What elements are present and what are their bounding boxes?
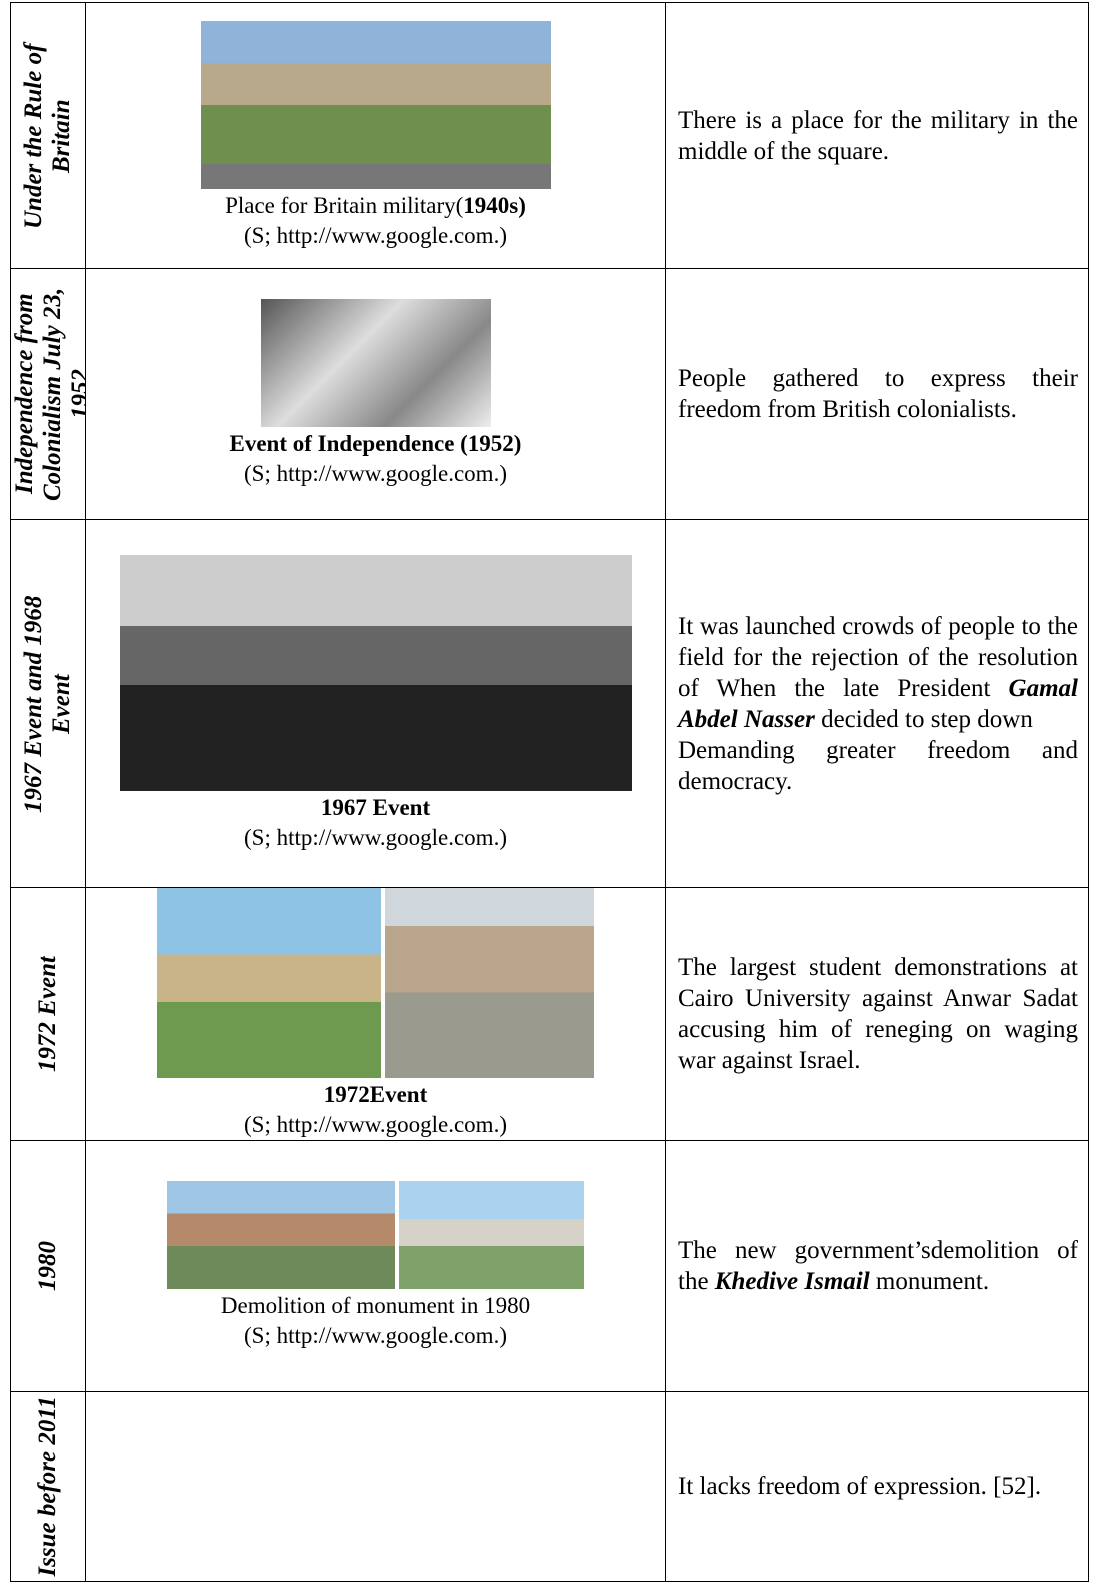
media-cell: 1967 Event (S; http://www.google.com.) <box>85 519 666 888</box>
description: People gathered to express their freedom… <box>678 363 1078 425</box>
period-cell: Issue before 2011 <box>10 1391 86 1582</box>
caption: Place for Britain military(1940s) <box>86 191 665 221</box>
table-row: Independence from Colonialism July 23, 1… <box>10 268 1089 520</box>
period-label: 1980 <box>34 1241 61 1291</box>
text-run: Gamal Abdel Nasser <box>678 674 1078 733</box>
table-row: 1972 Event 1972Event (S; http://www.google… <box>10 887 1089 1141</box>
description: Demanding greater freedom and democracy. <box>678 735 1078 797</box>
description: It lacks freedom of expression. [52]. <box>678 1471 1078 1502</box>
period-label: Independence from Colonialism July 23, 1… <box>11 287 86 501</box>
photo <box>260 299 491 427</box>
image-group <box>86 20 665 189</box>
text-run: It lacks freedom of expression. [52]. <box>678 1473 1042 1500</box>
period-label: 1967 Event and 1968 Event <box>20 594 75 813</box>
text-run: Demanding greater freedom and democracy. <box>678 736 1078 795</box>
source: (S; http://www.google.com.) <box>244 1323 507 1348</box>
source: (S; http://www.google.com.) <box>244 461 507 486</box>
media-cell: Demolition of monument in 1980 (S; http:/… <box>85 1140 666 1392</box>
period-cell: Under the Rule of Britain <box>10 2 86 269</box>
source: (S; http://www.google.com.) <box>244 1112 507 1137</box>
caption: 1972Event <box>86 1080 665 1110</box>
text-run: Khedive Ismail <box>714 1268 870 1295</box>
text-run: monument. <box>869 1268 990 1295</box>
media-cell <box>85 1391 666 1582</box>
text-run: Event of Independence (1952) <box>229 431 522 456</box>
photo <box>399 1181 584 1289</box>
image-group <box>86 888 665 1078</box>
media-cell: Event of Independence (1952) (S; http://w… <box>85 268 666 520</box>
source: (S; http://www.google.com.) <box>244 824 507 850</box>
period-label: 1972 Event <box>34 956 61 1072</box>
description: The new government’sdemolition of the Kh… <box>678 1235 1078 1297</box>
description: There is a place for the military in the… <box>678 105 1078 167</box>
description-cell: It was launched crowds of people to the … <box>665 519 1089 888</box>
period-label: Under the Rule of Britain <box>20 42 75 229</box>
text-run: 1972Event <box>323 1082 428 1107</box>
description-cell: There is a place for the military in the… <box>665 2 1089 269</box>
text-run: 1967 Event <box>320 794 431 820</box>
text-run: Demolition of monument in 1980 <box>220 1293 531 1318</box>
description-cell: The largest student demonstrations at Ca… <box>665 887 1089 1141</box>
page: Under the Rule of Britain Place for Brita… <box>10 2 1089 1582</box>
description-cell: The new government’sdemolition of the Kh… <box>665 1140 1089 1392</box>
period-cell: Independence from Colonialism July 23, 1… <box>10 268 86 520</box>
table-row: Issue before 2011 It lacks freedom of exp… <box>10 1391 1089 1582</box>
photo <box>385 888 594 1078</box>
description: The largest student demonstrations at Ca… <box>678 952 1078 1076</box>
text-run: It was launched crowds of people to the … <box>678 612 1078 702</box>
image-group <box>86 299 665 427</box>
text-run: There is a place for the military in the… <box>678 106 1078 165</box>
text-run: The largest student demonstrations at Ca… <box>678 954 1078 1074</box>
text-run: decided to step down <box>814 705 1033 733</box>
period-cell: 1967 Event and 1968 Event <box>10 519 86 888</box>
description-cell: It lacks freedom of expression. [52]. <box>665 1391 1089 1582</box>
text-run: 1940s) <box>463 192 526 218</box>
text-run: People gathered to express their freedom… <box>678 365 1078 423</box>
description: It was launched crowds of people to the … <box>678 611 1078 735</box>
history-table: Under the Rule of Britain Place for Brita… <box>10 2 1089 1582</box>
table-row: 1967 Event and 1968 Event 1967 Event (S; h… <box>10 519 1089 888</box>
media-cell: Place for Britain military(1940s) (S; htt… <box>85 2 666 269</box>
text-run: Place for Britain military( <box>225 192 464 218</box>
table-row: Under the Rule of Britain Place for Brita… <box>10 2 1089 269</box>
period-cell: 1980 <box>10 1140 86 1392</box>
description-cell: People gathered to express their freedom… <box>665 268 1089 520</box>
table-row: 1980 Demolition of monument in 1980 (S; ht… <box>10 1140 1089 1392</box>
media-cell: 1972Event (S; http://www.google.com.) <box>85 887 666 1141</box>
caption: 1967 Event <box>86 793 665 823</box>
caption: Event of Independence (1952) <box>86 429 665 459</box>
text-run: The new government’sdemolition of the <box>678 1237 1078 1295</box>
photo <box>200 20 551 189</box>
photo <box>119 554 632 791</box>
period-label: Issue before 2011 <box>34 1396 61 1577</box>
source: (S; http://www.google.com.) <box>244 222 507 248</box>
photo <box>167 1181 395 1289</box>
image-group <box>86 1181 665 1289</box>
period-cell: 1972 Event <box>10 887 86 1141</box>
image-group <box>86 554 665 791</box>
caption: Demolition of monument in 1980 <box>86 1291 665 1321</box>
photo <box>157 888 381 1078</box>
